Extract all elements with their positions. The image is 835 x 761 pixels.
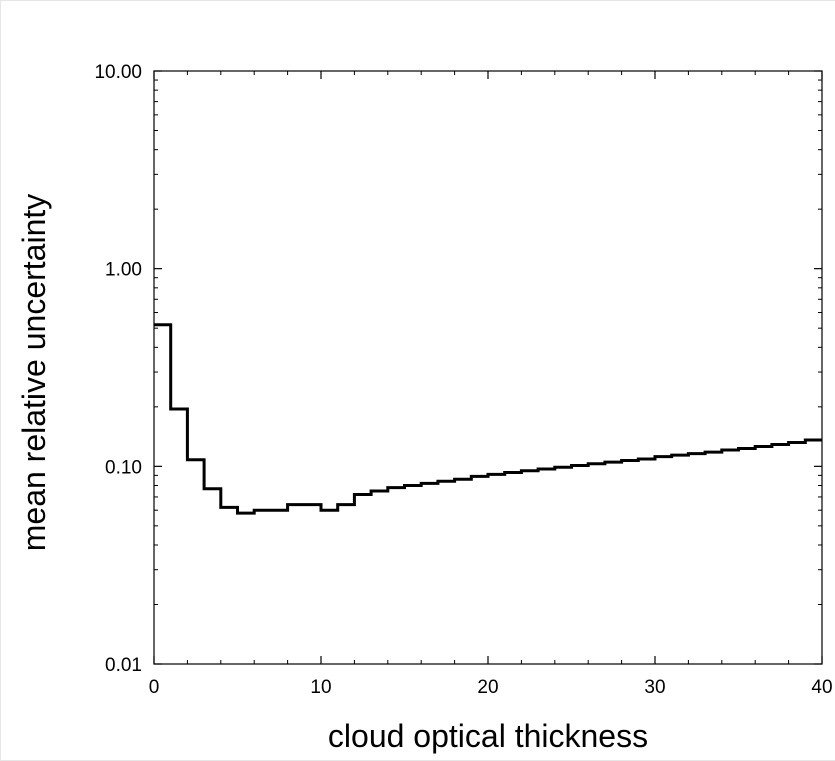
series-layer [154, 323, 822, 515]
y-tick-label: 0.01 [105, 655, 142, 676]
x-tick-label: 20 [477, 677, 498, 698]
y-tick-label: 10.00 [94, 62, 142, 83]
x-tick-label: 40 [811, 677, 832, 698]
frame-border-top [0, 0, 835, 1]
x-axis-title: cloud optical thickness [328, 718, 648, 754]
x-tick-label: 30 [644, 677, 665, 698]
y-tick-label: 0.10 [105, 457, 142, 478]
frame-border-left [0, 0, 1, 761]
plot-frame [153, 70, 823, 665]
y-tick-label: 1.00 [105, 260, 142, 281]
x-tick-label: 10 [310, 677, 331, 698]
y-axis: 0.01 0.10 1.00 10.00 [94, 62, 822, 676]
x-tick-label: 0 [149, 677, 160, 698]
series-step-line [154, 323, 822, 515]
x-axis: 0 10 20 30 40 [149, 71, 833, 698]
plot-area [153, 70, 823, 665]
y-axis-title: mean relative uncertainty [16, 194, 52, 552]
